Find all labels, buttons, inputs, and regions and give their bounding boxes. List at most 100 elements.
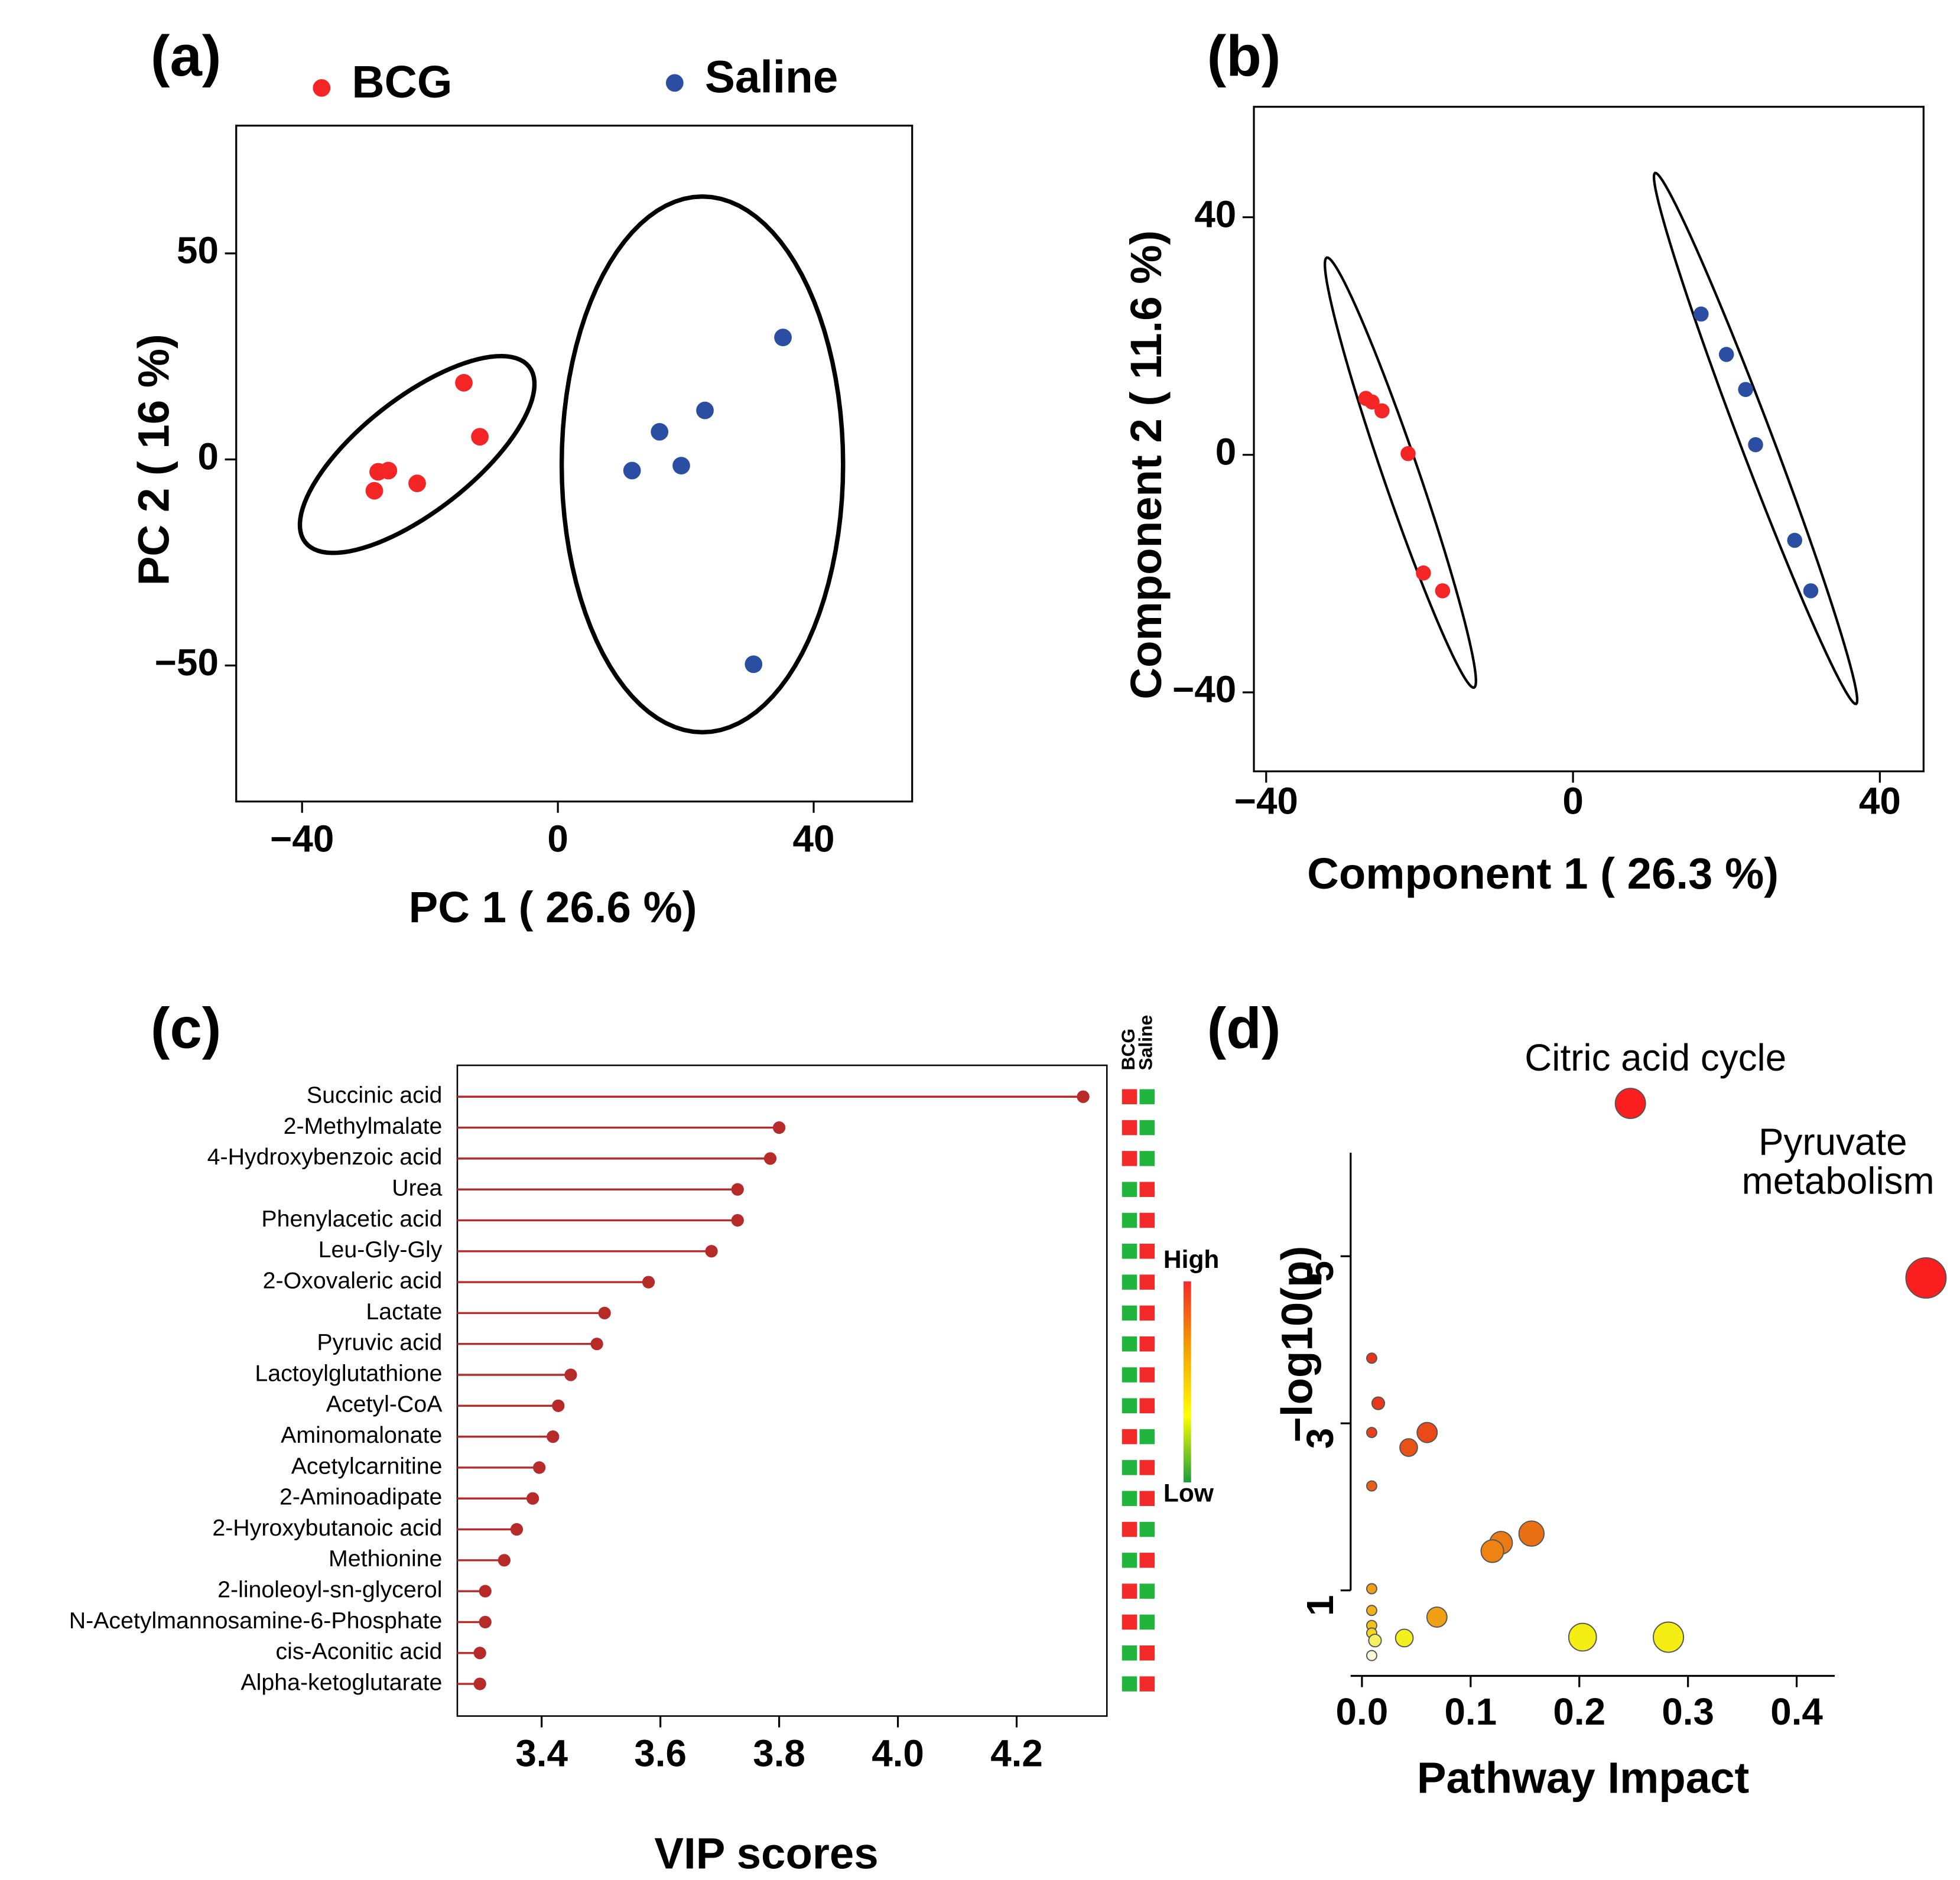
lollipop-dot (642, 1276, 655, 1289)
point (1416, 565, 1431, 581)
point (651, 423, 669, 441)
point (1374, 403, 1390, 419)
category-label: Alpha-ketoglutarate (240, 1669, 442, 1695)
category-label: Phenylacetic acid (261, 1206, 442, 1232)
lollipop-dot (552, 1399, 565, 1412)
x-axis-title: Pathway Impact (1417, 1754, 1749, 1803)
point (471, 428, 489, 446)
point (1694, 306, 1709, 322)
heatmap-cell (1122, 1305, 1137, 1321)
point (408, 474, 426, 492)
x-tick-label: 4.0 (872, 1732, 924, 1774)
heatmap-cell (1122, 1089, 1137, 1105)
x-tick-label: 40 (793, 817, 835, 860)
heatmap-cell (1139, 1491, 1155, 1506)
bubble (1480, 1539, 1504, 1563)
point (672, 457, 690, 474)
x-axis-title: Component 1 ( 26.3 %) (1307, 849, 1779, 898)
panel-label: (a) (151, 23, 222, 88)
panel-label: (b) (1207, 23, 1281, 88)
point (1738, 382, 1753, 397)
x-tick-label: 0.4 (1770, 1690, 1823, 1733)
bubble-label: Pyruvate metabolism (1742, 1120, 1935, 1202)
category-label: 2-Hyroxybutanoic acid (212, 1515, 442, 1541)
y-axis-title: Component 2 ( 11.6 %) (1122, 230, 1171, 700)
bubble (1366, 1352, 1377, 1364)
panel-label: (d) (1207, 996, 1281, 1061)
category-label: 2-linoleoyl-sn-glycerol (217, 1577, 442, 1603)
category-label: 2-Methylmalate (284, 1113, 443, 1139)
y-axis-title: PC 2 ( 16 %) (129, 334, 178, 586)
y-tick-label: −50 (155, 641, 219, 684)
category-label: 4-Hydroxybenzoic acid (207, 1144, 443, 1170)
category-label: Pyruvic acid (317, 1329, 442, 1355)
point (623, 461, 641, 480)
x-tick-label: 0.0 (1336, 1690, 1389, 1733)
category-label: Methionine (329, 1546, 442, 1572)
point (774, 328, 792, 347)
lollipop-dot (1077, 1090, 1090, 1103)
x-tick-label: 0 (547, 817, 568, 860)
point (1435, 583, 1451, 599)
heatmap-cell (1139, 1614, 1155, 1630)
heatmap-cell (1139, 1336, 1155, 1352)
y-tick-label: 0 (198, 435, 219, 477)
heatmap-cell (1139, 1521, 1155, 1537)
category-label: Acetyl-CoA (326, 1391, 443, 1417)
lollipop-dot (598, 1306, 611, 1320)
point (1803, 583, 1819, 599)
point (1718, 347, 1734, 362)
lollipop-dot (533, 1461, 546, 1474)
heatmap-cell (1122, 1212, 1137, 1228)
heatmap-cell (1139, 1274, 1155, 1290)
bubble (1395, 1628, 1414, 1648)
category-label: 2-Oxovaleric acid (263, 1267, 443, 1293)
heatmap-cell (1122, 1645, 1137, 1661)
x-tick-label: 0 (1562, 780, 1583, 822)
lollipop-dot (526, 1492, 539, 1505)
lollipop-dot (731, 1183, 744, 1196)
lollipop-dot (473, 1677, 486, 1690)
heatmap-cell (1122, 1151, 1137, 1166)
lollipop-dot (763, 1152, 777, 1165)
category-label: N-Acetylmannosamine-6-Phosphate (69, 1608, 443, 1634)
plot-frame (235, 125, 914, 803)
y-tick-label: 40 (1194, 193, 1236, 236)
x-tick-label: 3.6 (634, 1732, 687, 1774)
category-label: cis-Aconitic acid (275, 1638, 442, 1664)
heatmap-cell (1139, 1212, 1155, 1228)
heatmap-cell (1122, 1676, 1137, 1692)
point (1364, 394, 1380, 410)
heatmap-cell (1139, 1429, 1155, 1445)
legend-marker (313, 79, 331, 97)
lollipop-dot (479, 1585, 492, 1598)
y-tick-label: 1 (1299, 1595, 1341, 1616)
lollipop-dot (510, 1523, 524, 1536)
lollipop-dot (590, 1338, 603, 1351)
heatmap-cell (1139, 1460, 1155, 1475)
lollipop-dot (473, 1647, 486, 1660)
x-tick-label: 3.4 (515, 1732, 568, 1774)
legend-label: Saline (705, 52, 838, 102)
colorbar-label: High (1163, 1246, 1219, 1274)
heatmap-cell (1122, 1182, 1137, 1197)
bubble (1366, 1605, 1377, 1616)
x-tick-label: −40 (270, 817, 334, 860)
bubble (1653, 1621, 1685, 1653)
x-tick-label: 3.8 (753, 1732, 805, 1774)
legend-marker (665, 74, 684, 92)
x-tick-label: −40 (1234, 780, 1298, 822)
colorbar (1183, 1281, 1191, 1483)
bubble-label: Citric acid cycle (1525, 1036, 1786, 1079)
heatmap-cell (1139, 1120, 1155, 1136)
lollipop-dot (564, 1368, 577, 1381)
category-label: Succinic acid (307, 1082, 443, 1108)
lollipop-dot (705, 1245, 718, 1258)
lollipop-dot (479, 1615, 492, 1629)
heatmap-cell (1139, 1367, 1155, 1383)
heatmap-cell (1139, 1553, 1155, 1568)
point (696, 401, 714, 419)
bubble (1371, 1396, 1386, 1410)
legend-label: BCG (352, 57, 452, 108)
bubble (1366, 1427, 1377, 1439)
